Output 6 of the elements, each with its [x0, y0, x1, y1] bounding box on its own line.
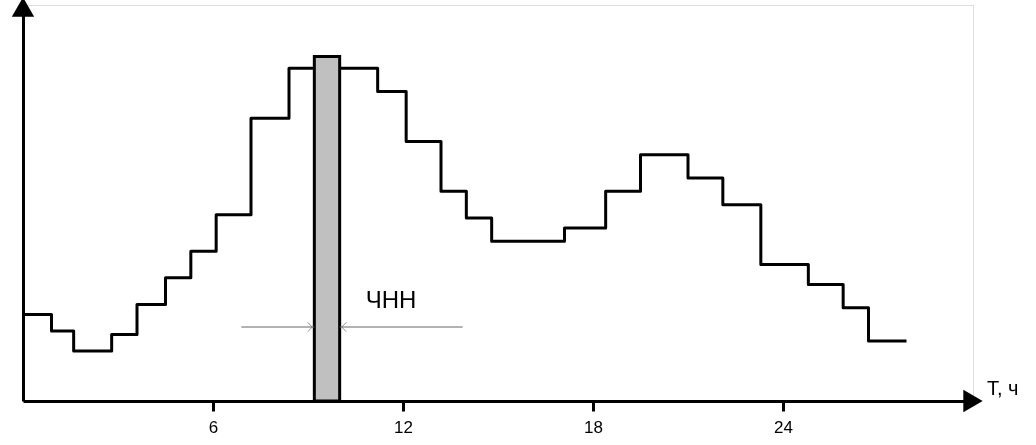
band-label: ЧНН	[365, 286, 417, 313]
x-tick-label: 24	[774, 417, 793, 437]
x-axis-title: T, ч	[987, 377, 1019, 399]
x-tick-label: 12	[394, 417, 413, 437]
x-tick-label: 18	[584, 417, 603, 437]
x-tick-label: 6	[208, 417, 219, 437]
